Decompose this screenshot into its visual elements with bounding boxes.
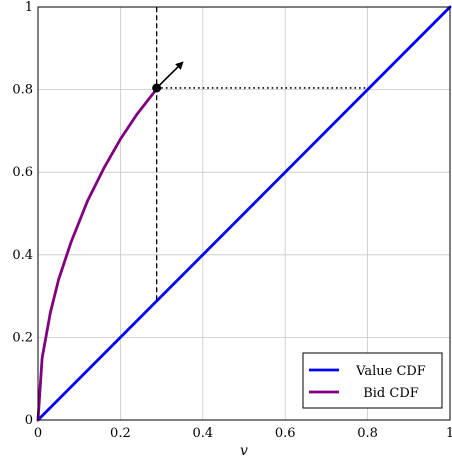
y-tick-label: 1 — [25, 0, 33, 15]
y-tick-label: 0.2 — [12, 330, 33, 345]
bid-cdf-line — [36, 86, 159, 422]
value-cdf-line — [36, 5, 452, 422]
y-tick-label: 0.4 — [12, 248, 33, 263]
x-tick-label: 0.6 — [275, 426, 296, 441]
series-lines — [36, 5, 452, 422]
x-tick-label: 0.8 — [357, 426, 378, 441]
grid-lines — [38, 7, 450, 420]
y-tick-label: 0.8 — [12, 83, 33, 98]
x-tick-label: 0 — [34, 426, 42, 441]
x-tick-label: 0.2 — [110, 426, 131, 441]
x-tick-label: 0.4 — [192, 426, 213, 441]
legend-label-bid-cdf: Bid CDF — [363, 386, 419, 401]
direction-arrow — [156, 61, 184, 89]
tick-labels: 0 0.2 0.4 0.6 0.8 1 0 0.2 0.4 0.6 0.8 1 — [12, 0, 452, 441]
x-axis-label: v — [240, 443, 248, 459]
y-tick-label: 0 — [25, 413, 33, 428]
legend-box — [302, 352, 443, 409]
legend: Value CDF Bid CDF — [302, 352, 443, 409]
y-tick-label: 0.6 — [12, 165, 33, 180]
plot-frame — [37, 6, 451, 421]
legend-label-value-cdf: Value CDF — [355, 364, 426, 379]
x-tick-label: 1 — [446, 426, 452, 441]
reference-lines — [156, 7, 368, 301]
marker-point — [152, 83, 162, 93]
